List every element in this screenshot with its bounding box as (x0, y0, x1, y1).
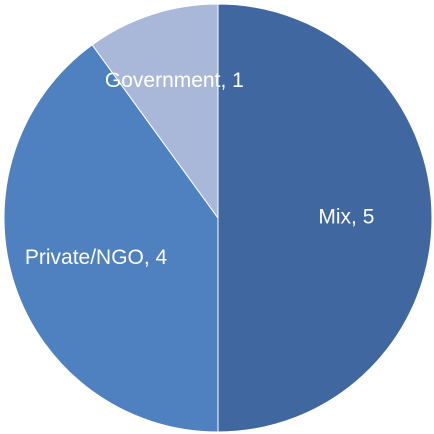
pie-slice-mix (217, 3, 433, 433)
pie-slice-government (91, 3, 219, 220)
pie-slice-private-ngo (3, 44, 219, 433)
data-label-private-ngo: Private/NGO, 4 (25, 246, 168, 269)
data-label-mix: Mix, 5 (318, 206, 374, 229)
slices-layer (3, 3, 433, 433)
data-label-government: Government, 1 (105, 69, 244, 92)
labels-layer: Mix, 5 Private/NGO, 4 Government, 1 (25, 69, 375, 269)
